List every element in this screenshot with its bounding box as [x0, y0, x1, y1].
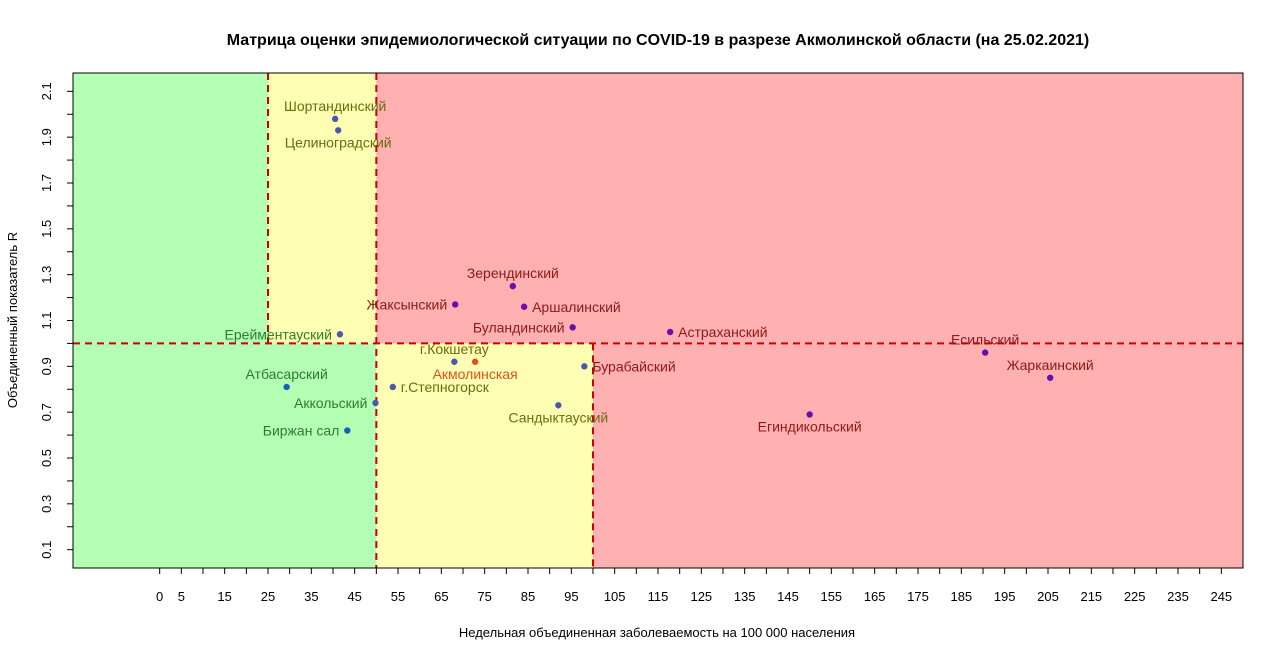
point-бурабайский — [581, 363, 588, 370]
point-аршалинский — [520, 303, 528, 310]
point-label-атбасарский: Атбасарский — [246, 366, 328, 382]
x-tick-label: 115 — [648, 589, 669, 604]
x-tick-label: 135 — [734, 589, 756, 604]
x-tick-label: 0 — [156, 589, 163, 604]
x-tick-label: 55 — [391, 589, 405, 604]
zone-6 — [593, 343, 1243, 568]
point-целиноградский — [335, 127, 342, 134]
y-tick-label: 0.7 — [39, 403, 54, 421]
y-tick-label: 1.7 — [39, 174, 54, 192]
point-label-аршалинский: Аршалинский — [532, 299, 621, 315]
x-tick-label: 25 — [261, 589, 275, 604]
y-tick-label: 2.1 — [39, 82, 54, 100]
x-tick-label: 175 — [907, 589, 929, 604]
zone-4 — [376, 343, 593, 568]
x-tick-label: 85 — [521, 589, 535, 604]
zone-1 — [73, 73, 268, 344]
x-tick-label: 105 — [604, 589, 626, 604]
point-астраханский — [666, 328, 674, 336]
y-tick-label: 0.5 — [39, 449, 54, 467]
point-label-г-степногорск: г.Степногорск — [401, 379, 490, 395]
reference-lines — [73, 73, 1243, 568]
point-label-аккольский: Аккольский — [294, 395, 367, 411]
x-tick-label: 125 — [690, 589, 712, 604]
point-label-целиноградский: Целиноградский — [285, 134, 392, 150]
y-axis-label: Объединенный показатель R — [5, 232, 20, 408]
point-жаксынский — [452, 301, 459, 308]
x-tick-label: 35 — [304, 589, 318, 604]
zone-2 — [73, 343, 377, 568]
point-атбасарский — [283, 383, 290, 391]
x-tick-label: 65 — [434, 589, 448, 604]
zone-3 — [268, 73, 377, 344]
x-tick-label: 245 — [1210, 589, 1232, 604]
y-tick-label: 0.9 — [39, 357, 54, 375]
point-labels: Шортандинский Целиноградский Зерендинский Ж… — [225, 98, 1094, 439]
point-label-егиндикольский: Егиндикольский — [758, 418, 862, 434]
zone-5 — [376, 73, 1243, 344]
x-axis: 0 5 15 25 35 45 55 65 75 85 95 105 115 125 135 145 155 16… — [156, 568, 1232, 604]
y-tick-label: 1.9 — [39, 128, 54, 146]
x-tick-label: 225 — [1124, 589, 1146, 604]
y-axis: 0.1 0.3 0.5 0.7 0.9 1.1 1.3 1.5 1.7 1.9 2.1 — [39, 82, 73, 559]
point-label-зерендинский: Зерендинский — [467, 265, 559, 281]
x-tick-label: 15 — [217, 589, 231, 604]
point-label-жаксынский: Жаксынский — [366, 296, 447, 312]
point-label-астраханский: Астраханский — [678, 324, 767, 340]
point-жаркаинский — [1046, 374, 1054, 381]
point-label-шортандинский: Шортандинский — [284, 98, 386, 114]
y-tick-label: 1.1 — [39, 311, 54, 329]
x-tick-label: 215 — [1080, 589, 1102, 604]
data-points — [283, 115, 1054, 434]
x-tick-label: 95 — [564, 589, 578, 604]
point-буландинский — [569, 324, 576, 331]
point-label-есильский: Есильский — [951, 332, 1019, 348]
point-ерейментауский — [336, 331, 344, 338]
point-зерендинский — [509, 282, 517, 290]
point-label-сандыктауский: Сандыктауский — [508, 409, 608, 425]
point-шортандинский — [331, 115, 339, 123]
point-акмолинская — [471, 358, 479, 365]
x-axis-label: Недельная объединенная заболеваемость на… — [459, 625, 855, 640]
point-есильский — [981, 349, 989, 356]
y-tick-label: 0.1 — [39, 541, 54, 559]
point-г-кокшетау — [451, 358, 458, 365]
x-tick-label: 145 — [777, 589, 799, 604]
x-tick-label: 235 — [1167, 589, 1189, 604]
x-tick-label: 155 — [820, 589, 842, 604]
point-сандыктауский — [555, 402, 562, 409]
x-tick-label: 205 — [1037, 589, 1059, 604]
point-егиндикольский — [806, 411, 813, 418]
x-tick-label: 185 — [950, 589, 972, 604]
point-г-степногорск — [389, 383, 396, 391]
y-tick-label: 1.5 — [39, 220, 54, 238]
y-tick-label: 1.3 — [39, 266, 54, 284]
chart-title: Матрица оценки эпидемиологической ситуац… — [227, 32, 1089, 49]
x-tick-label: 75 — [477, 589, 491, 604]
x-tick-label: 5 — [178, 589, 185, 604]
point-аккольский — [372, 399, 379, 407]
zone-layer — [73, 73, 1243, 568]
point-label-г-кокшетау: г.Кокшетау — [420, 341, 489, 357]
point-label-ерейментауский: Ерейментауский — [225, 326, 332, 342]
x-tick-label: 45 — [347, 589, 361, 604]
point-label-жаркаинский: Жаркаинский — [1007, 357, 1094, 373]
point-label-биржан-сал: Биржан сал — [263, 423, 340, 439]
point-label-буландинский: Буландинский — [473, 319, 565, 335]
point-label-бурабайский: Бурабайский — [592, 358, 675, 374]
y-tick-label: 0.3 — [39, 495, 54, 513]
x-tick-label: 165 — [864, 589, 886, 604]
point-биржан-сал — [344, 427, 351, 434]
point-label-акмолинская: Акмолинская — [433, 366, 518, 382]
x-tick-label: 195 — [994, 589, 1016, 604]
